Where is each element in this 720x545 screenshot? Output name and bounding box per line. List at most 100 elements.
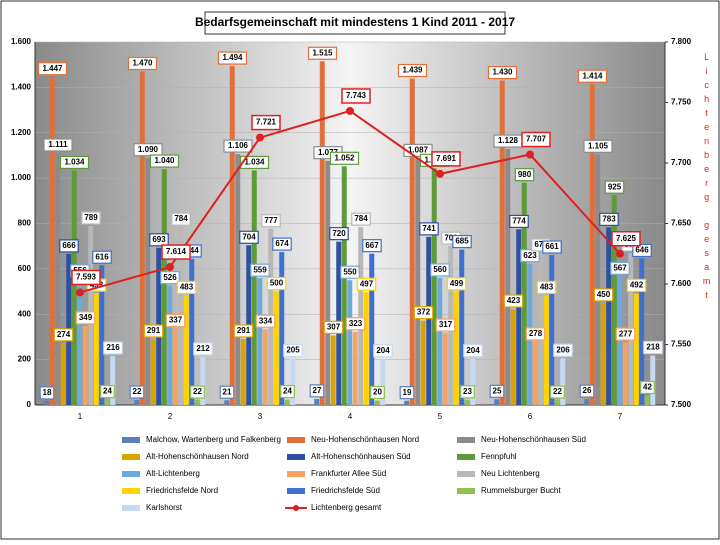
data-label-box — [520, 249, 540, 263]
bar — [200, 356, 206, 405]
bar — [404, 400, 410, 405]
y2-tick-label: 7.600 — [671, 279, 692, 288]
data-label-box — [233, 324, 254, 338]
data-label: 22 — [553, 387, 562, 396]
data-label: 560 — [433, 265, 447, 274]
data-label: 22 — [133, 387, 142, 396]
legend-label: Malchow, Wartenberg und Falkenberg — [146, 435, 281, 444]
bar — [104, 399, 110, 405]
data-label: 1.105 — [588, 141, 609, 150]
legend-label: Friedrichsfelde Süd — [311, 486, 380, 495]
data-label: 1.090 — [138, 145, 159, 154]
data-label-box — [255, 314, 276, 328]
bar — [589, 84, 595, 405]
data-label: 323 — [349, 319, 363, 328]
data-label-box — [550, 385, 565, 399]
data-label: 674 — [275, 239, 289, 248]
data-label: 666 — [62, 241, 76, 250]
data-label: 1.040 — [154, 156, 175, 165]
y2-tick-label: 7.550 — [671, 340, 692, 349]
data-label-box — [413, 306, 434, 320]
data-label: 550 — [343, 267, 357, 276]
bar — [380, 358, 386, 405]
data-label-box — [127, 56, 158, 71]
legend-swatch — [122, 437, 140, 443]
data-label: 1.494 — [222, 53, 243, 62]
data-label: 22 — [193, 387, 202, 396]
data-label-box — [640, 380, 655, 395]
y-tick-label: 0 — [27, 400, 32, 409]
legend-swatch — [122, 454, 140, 460]
data-label-box — [149, 154, 180, 168]
data-label: 307 — [327, 322, 341, 331]
data-label-box — [239, 155, 270, 170]
y-tick-label: 1.200 — [11, 128, 32, 137]
bar — [110, 355, 116, 405]
data-label-box — [643, 340, 663, 355]
bar — [319, 61, 325, 406]
data-label: 1.128 — [498, 136, 519, 145]
data-label: 980 — [518, 170, 532, 179]
bar — [71, 170, 77, 405]
data-label: 1.414 — [582, 71, 603, 80]
y-tick-label: 200 — [18, 355, 32, 364]
data-label-box — [431, 151, 461, 167]
data-label-box — [329, 151, 360, 165]
legend-label: Neu-Hohenschönhausen Nord — [311, 435, 419, 444]
data-label: 24 — [103, 387, 112, 396]
y2-tick-label: 7.750 — [671, 98, 692, 107]
bar — [644, 395, 650, 405]
legend-swatch — [457, 437, 475, 443]
legend-swatch — [457, 471, 475, 477]
data-label-box — [283, 343, 303, 358]
data-label: 774 — [512, 217, 526, 226]
data-label: 559 — [253, 265, 267, 274]
data-label-box — [75, 311, 96, 325]
data-label-box — [351, 212, 371, 226]
data-label: 1.439 — [402, 66, 423, 75]
bar — [374, 400, 380, 405]
data-label-box — [37, 62, 68, 76]
line-point — [256, 133, 264, 142]
legend-swatch — [287, 471, 305, 477]
legend-swatch — [457, 454, 475, 460]
data-label: 483 — [540, 283, 554, 292]
line-point — [526, 150, 534, 159]
legend-label: Alt-Lichtenberg — [146, 469, 200, 478]
data-label: 7.593 — [76, 273, 97, 282]
bar — [251, 170, 257, 405]
data-label-box — [103, 341, 123, 355]
line-point — [436, 169, 444, 178]
data-label-box — [309, 384, 325, 398]
y2-tick-label: 7.500 — [671, 400, 692, 409]
bar — [554, 400, 560, 405]
bar — [273, 291, 279, 405]
bar — [341, 166, 347, 405]
bar — [235, 154, 241, 405]
data-label: 349 — [79, 313, 93, 322]
bar — [172, 328, 178, 405]
data-label-box — [53, 328, 74, 342]
bar — [77, 278, 83, 405]
data-label: 526 — [163, 273, 177, 282]
data-label-box — [509, 214, 529, 228]
bar — [459, 249, 465, 405]
legend-swatch — [287, 488, 305, 494]
bar — [194, 400, 200, 405]
y2-tick-label: 7.700 — [671, 158, 692, 167]
bar — [279, 252, 285, 405]
data-label-box — [266, 276, 287, 291]
data-label: 278 — [529, 329, 543, 338]
data-label-box — [100, 384, 115, 399]
data-label-box — [307, 46, 338, 60]
bar — [60, 342, 66, 405]
data-label-box — [251, 114, 281, 131]
data-label: 483 — [180, 283, 194, 292]
data-label-box — [397, 63, 428, 78]
data-label-box — [626, 278, 647, 292]
data-label: 693 — [152, 235, 166, 244]
y-tick-label: 400 — [18, 309, 32, 318]
data-label: 741 — [422, 224, 436, 233]
data-label-box — [190, 385, 205, 399]
bar — [464, 399, 470, 405]
